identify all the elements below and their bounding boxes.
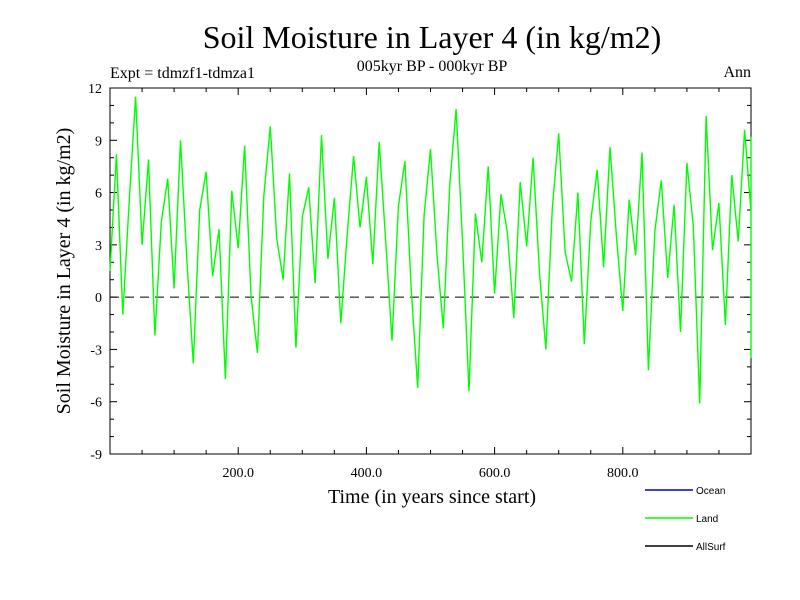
x-tick-label: 200.0 bbox=[222, 466, 254, 481]
x-axis-label: Time (in years since start) bbox=[328, 486, 536, 508]
chart-title: Soil Moisture in Layer 4 (in kg/m2) bbox=[203, 19, 662, 55]
legend-allsurf-label: AllSurf bbox=[696, 542, 726, 553]
x-axis: 200.0 400.0 600.0 800.0 bbox=[141, 88, 720, 481]
plot-frame bbox=[109, 87, 752, 455]
season-label: Ann bbox=[723, 64, 751, 81]
y-tick-label: 0 bbox=[95, 291, 102, 306]
y-tick-label: -6 bbox=[90, 396, 102, 411]
chart-subtitle: 005kyr BP - 000kyr BP bbox=[357, 58, 508, 75]
y-tick-label: -9 bbox=[90, 448, 102, 463]
y-tick-label: 6 bbox=[95, 187, 102, 202]
y-axis-label: Soil Moisture in Layer 4 (in kg/m2) bbox=[53, 128, 75, 415]
experiment-label: Expt = tdmzf1-tdmza1 bbox=[110, 65, 255, 82]
y-tick-label: -3 bbox=[90, 343, 102, 358]
legend-land-label: Land bbox=[696, 514, 718, 525]
y-tick-label: 12 bbox=[88, 82, 102, 97]
x-tick-label: 600.0 bbox=[479, 466, 511, 481]
x-tick-label: 800.0 bbox=[607, 466, 639, 481]
y-tick-label: 9 bbox=[95, 134, 102, 149]
legend: Ocean Land AllSurf bbox=[645, 486, 726, 553]
x-tick-label: 400.0 bbox=[351, 466, 383, 481]
y-axis: -9 -6 -3 0 3 6 9 12 bbox=[88, 82, 751, 463]
land-series-line bbox=[109, 96, 752, 404]
legend-ocean-label: Ocean bbox=[696, 486, 725, 497]
y-tick-label: 3 bbox=[95, 239, 102, 254]
